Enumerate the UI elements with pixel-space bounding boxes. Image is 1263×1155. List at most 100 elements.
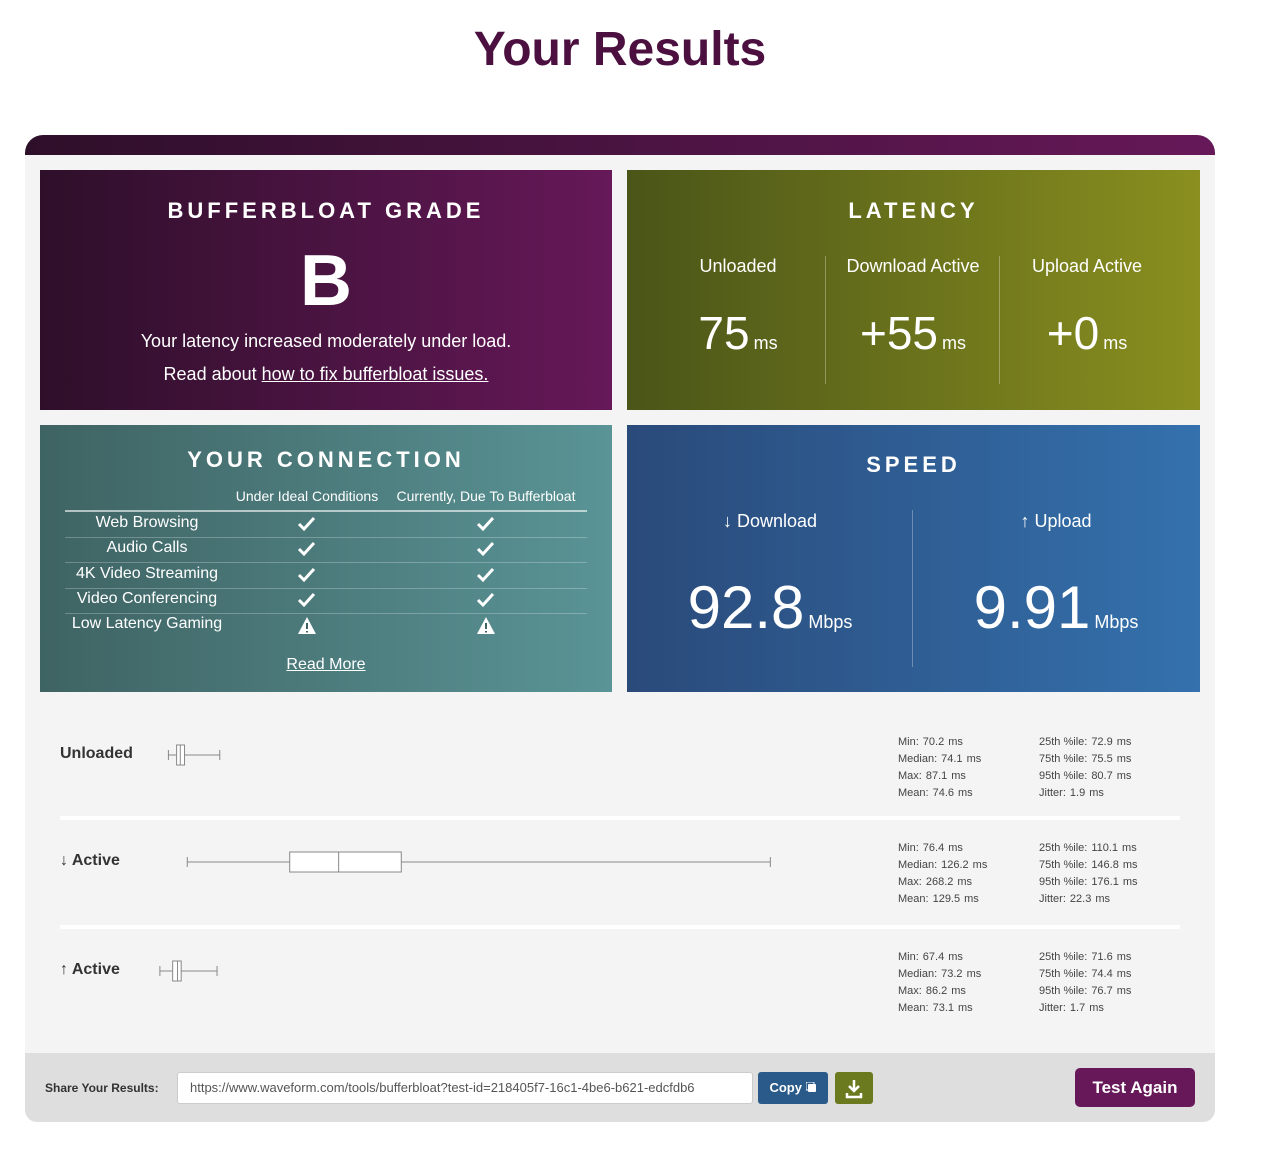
check-icon [297, 566, 317, 586]
grade-message: Your latency increased moderately under … [140, 331, 512, 351]
stat-label: 95th %ile: [1039, 985, 1088, 997]
check-icon [476, 540, 496, 560]
stat-line: Max: 268.2 ms [898, 876, 972, 888]
stat-label: Jitter: [1039, 787, 1066, 799]
metric-unit: ms [1103, 333, 1128, 353]
stat-line: 25th %ile: 110.1 ms [1039, 842, 1137, 854]
stat-unit: ms [966, 753, 982, 765]
stat-label: 25th %ile: [1039, 842, 1088, 854]
icon [297, 542, 316, 557]
stat-label: Mean: [898, 1002, 929, 1014]
metric-value: 92.8 Mbps [640, 573, 900, 642]
stat-label: 75th %ile: [1039, 968, 1088, 980]
test-again-button[interactable]: Test Again [1075, 1068, 1195, 1107]
stat-line: Median: 74.1 ms [898, 753, 981, 765]
metric-number: 75 [698, 307, 750, 359]
metric-number: 92.8 [687, 574, 805, 641]
stat-line: Max: 87.1 ms [898, 770, 966, 782]
stat-value: 129.5 [932, 893, 961, 905]
icon [477, 617, 495, 635]
link-prefix: Read about [163, 364, 257, 384]
stat-value: 80.7 [1091, 770, 1113, 782]
stat-line: Max: 86.2 ms [898, 985, 966, 997]
copy-icon [805, 1081, 816, 1092]
icon [476, 516, 495, 532]
stat-label: Max: [898, 985, 922, 997]
stat-value: 67.4 [922, 951, 945, 963]
metric-unit: Mbps [808, 612, 853, 632]
metric-value: 75 ms [608, 306, 868, 360]
stat-unit: ms [966, 968, 982, 980]
check-icon [297, 515, 317, 535]
stat-label: Max: [898, 770, 922, 782]
metric-number: +55 [859, 307, 939, 359]
metric-number: 9.91 [973, 574, 1091, 641]
row-name: Video Conferencing [76, 589, 218, 607]
stat-label: Mean: [898, 893, 929, 905]
metric-unit: Mbps [1094, 612, 1139, 632]
stat-line: 75th %ile: 74.4 ms [1039, 968, 1131, 980]
stat-value: 1.7 [1069, 1002, 1086, 1014]
metric-label: Unloaded [699, 256, 777, 276]
stat-value: 73.1 [932, 1002, 954, 1014]
stat-value: 72.9 [1091, 736, 1113, 748]
stat-unit: ms [1116, 968, 1132, 980]
metric-label: ↑ Upload [1020, 511, 1092, 531]
icon [297, 516, 316, 532]
stat-line: Jitter: 1.9 ms [1039, 787, 1104, 799]
grade-letter: B [300, 241, 352, 321]
card-title: BUFFERBLOAT GRADE [167, 198, 485, 223]
stat-value: 268.2 [925, 876, 954, 888]
stat-unit: ms [1089, 787, 1104, 799]
row-separator [60, 816, 1180, 820]
share-url[interactable]: https://www.waveform.com/tools/bufferblo… [177, 1072, 753, 1104]
stat-unit: ms [948, 736, 963, 748]
metric-number: +0 [1046, 307, 1100, 359]
stat-line: 75th %ile: 146.8 ms [1039, 859, 1138, 871]
icon [476, 592, 495, 608]
stat-line: Mean: 129.5 ms [898, 893, 979, 905]
stat-label: Min: [898, 842, 919, 854]
row-name: Low Latency Gaming [71, 615, 223, 633]
read-more-link[interactable]: Read More [286, 656, 366, 673]
box [172, 960, 182, 982]
row-rule [65, 537, 587, 538]
divider [825, 256, 826, 384]
fix-link[interactable]: how to fix bufferbloat issues. [261, 364, 489, 384]
latency-boxplots [159, 744, 771, 982]
stat-unit: ms [951, 985, 966, 997]
divider [912, 510, 913, 667]
connection-card: YOUR CONNECTION Under Ideal Conditions C… [40, 425, 612, 692]
download-button[interactable] [835, 1072, 873, 1104]
stat-label: 95th %ile: [1039, 876, 1088, 888]
stat-unit: ms [1095, 893, 1110, 905]
stat-unit: ms [1116, 951, 1132, 963]
stat-value: 22.3 [1069, 893, 1092, 905]
divider [999, 256, 1000, 384]
column-header: Currently, Due To Bufferbloat [396, 488, 576, 504]
stat-line: Median: 126.2 ms [898, 859, 987, 871]
stat-unit: ms [972, 859, 988, 871]
header-rule [65, 510, 587, 512]
stat-unit: ms [1116, 985, 1132, 997]
icon [297, 592, 316, 608]
stat-line: 95th %ile: 176.1 ms [1039, 876, 1138, 888]
stat-label: Median: [898, 753, 938, 765]
row-rule [65, 587, 587, 589]
row-name: 4K Video Streaming [75, 564, 218, 582]
check-icon [476, 566, 496, 586]
icon [298, 617, 316, 635]
stat-line: Median: 73.2 ms [898, 968, 981, 980]
stat-value: 74.4 [1091, 968, 1113, 980]
stat-value: 76.7 [1091, 985, 1113, 997]
stat-unit: ms [1122, 859, 1138, 871]
icon [476, 567, 495, 582]
stat-value: 87.1 [925, 770, 948, 782]
stat-value: 126.2 [941, 859, 969, 871]
copy-button[interactable]: Copy [758, 1072, 828, 1104]
card-title: YOUR CONNECTION [187, 447, 465, 472]
warning-icon [297, 616, 317, 636]
metric-unit: ms [942, 333, 967, 353]
row-label: ↑ Active [60, 961, 120, 978]
stat-label: Median: [898, 859, 938, 871]
